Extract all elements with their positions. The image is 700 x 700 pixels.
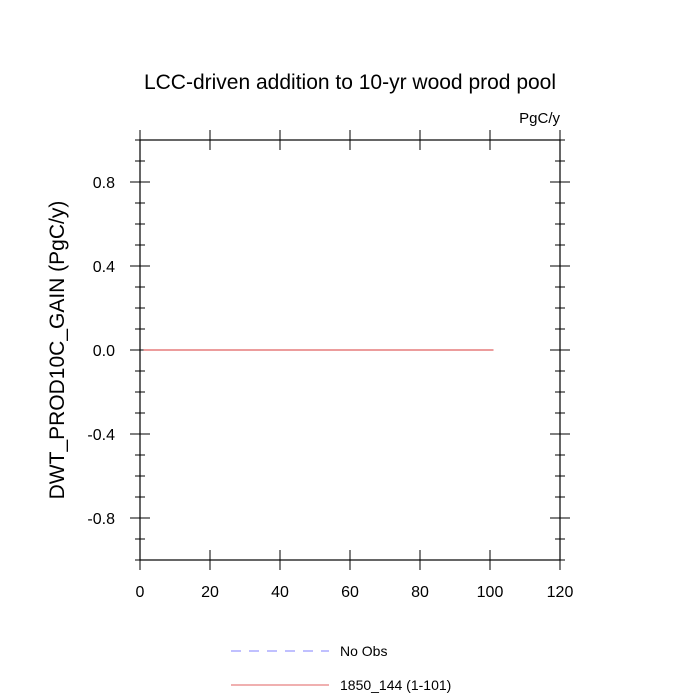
x-tick-label: 40 (271, 584, 289, 601)
legend-label-1: 1850_144 (1-101) (340, 677, 451, 693)
legend-label-0: No Obs (340, 643, 387, 659)
x-tick-label: 120 (547, 584, 574, 601)
x-tick-label: 60 (341, 584, 359, 601)
y-tick-label: -0.4 (87, 427, 115, 444)
y-tick-label: 0.8 (93, 175, 115, 192)
y-axis-label: DWT_PROD10C_GAIN (PgC/y) (46, 201, 69, 500)
y-tick-label: -0.8 (87, 511, 115, 528)
y-tick-label: 0.0 (93, 343, 115, 360)
legend: No Obs 1850_144 (1-101) (231, 643, 451, 693)
x-tick-label: 100 (477, 584, 504, 601)
axis-ticks (130, 130, 570, 570)
x-tick-label: 80 (411, 584, 429, 601)
x-tick-label: 20 (201, 584, 219, 601)
y-tick-label: 0.4 (93, 259, 115, 276)
units-label: PgC/y (519, 110, 560, 127)
tick-labels: 0 20 40 60 80 100 120 -0.8 -0.4 0.0 0.4 0.8 (87, 175, 573, 601)
x-tick-label: 0 (136, 584, 145, 601)
chart-title: LCC-driven addition to 10-yr wood prod p… (144, 71, 556, 94)
